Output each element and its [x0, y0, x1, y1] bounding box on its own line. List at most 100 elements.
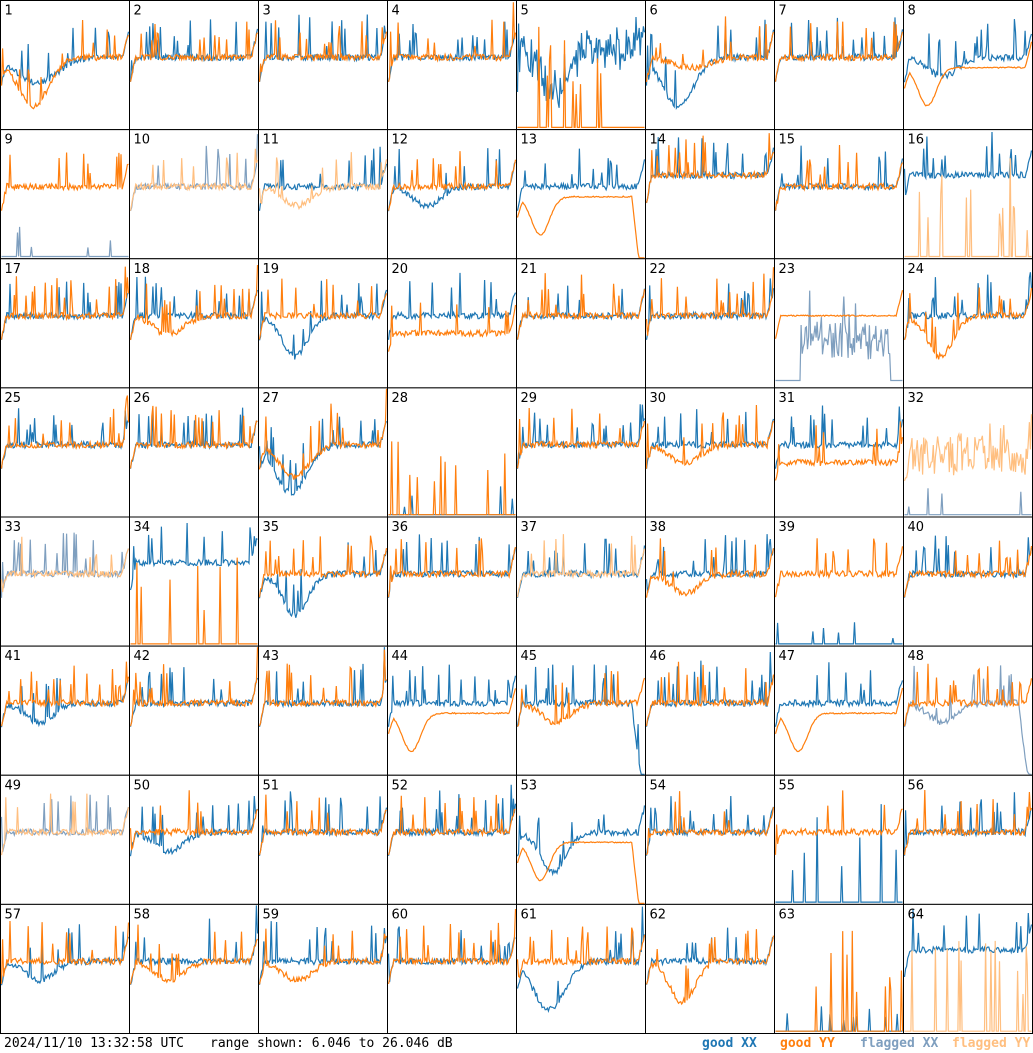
- series-xx-line: [258, 280, 388, 360]
- series-yy-line: [387, 794, 516, 856]
- panel-52: 52: [387, 774, 517, 905]
- panel-55: 55: [774, 774, 904, 905]
- panel-46: 46: [645, 645, 775, 776]
- series-yy-line: [0, 661, 130, 727]
- panel-border: [0, 774, 130, 905]
- panel-border: [903, 258, 1033, 389]
- panel-label: 6: [650, 4, 658, 19]
- panel-5: 5: [516, 0, 646, 131]
- panel-border: [645, 387, 775, 518]
- panel-border: [516, 774, 646, 905]
- panel-label: 43: [263, 649, 280, 664]
- series-yy-line: [775, 930, 904, 1032]
- panel-border: [387, 129, 517, 260]
- panel-1: 1: [0, 0, 130, 131]
- series-yy-line: [516, 273, 646, 340]
- series-xx-line: [775, 622, 903, 645]
- panel-label: 18: [134, 262, 151, 277]
- panel-border: [0, 129, 130, 260]
- panel-label: 34: [134, 520, 151, 535]
- panel-60: 60: [387, 903, 517, 1034]
- panel-label: 21: [521, 262, 538, 277]
- panel-border: [774, 387, 904, 518]
- panel-56: 56: [903, 774, 1033, 905]
- panel-border: [774, 774, 904, 905]
- series-yy-line: [517, 26, 645, 128]
- series-yy-line: [388, 441, 516, 516]
- panel-border: [645, 645, 775, 776]
- series-yy-line: [903, 287, 1033, 360]
- panel-border: [258, 129, 388, 260]
- panel-label: 57: [5, 907, 22, 922]
- series-xx-line: [903, 19, 1033, 83]
- series-yy-line: [258, 649, 387, 727]
- panel-label: 35: [263, 520, 280, 535]
- series-yy-line: [129, 264, 259, 341]
- panel-61: 61: [516, 903, 646, 1034]
- panel-32: 32: [903, 387, 1033, 518]
- panel-label: 17: [5, 262, 22, 277]
- series-xx-line: [1, 226, 129, 258]
- series-yy-line: [129, 647, 259, 727]
- panel-border: [0, 645, 130, 776]
- series-xx-line: [775, 804, 903, 903]
- panel-border: [516, 387, 646, 518]
- series-yy-line: [645, 661, 775, 727]
- panel-border: [645, 129, 775, 260]
- series-yy-line: [0, 536, 130, 593]
- panel-border: [387, 645, 517, 776]
- panel-2: 2: [129, 0, 259, 131]
- panel-label: 50: [134, 778, 151, 793]
- series-xx-line: [387, 784, 517, 856]
- panel-label: 3: [263, 4, 271, 19]
- panel-border: [774, 903, 904, 1034]
- panel-38: 38: [645, 516, 775, 647]
- panel-label: 15: [779, 133, 796, 148]
- series-xx-line: [129, 522, 258, 591]
- panel-label: 42: [134, 649, 151, 664]
- panel-border: [516, 129, 646, 260]
- panel-border: [129, 903, 259, 1034]
- panel-label: 49: [5, 778, 22, 793]
- series-xx-line: [774, 662, 904, 727]
- series-yy-line: [0, 152, 129, 211]
- panel-label: 53: [521, 778, 538, 793]
- panel-border: [258, 645, 388, 776]
- panel-label: 29: [521, 391, 538, 406]
- panel-51: 51: [258, 774, 388, 905]
- panel-37: 37: [516, 516, 646, 647]
- series-xx-line: [129, 795, 258, 857]
- panel-label: 4: [392, 4, 400, 19]
- panel-21: 21: [516, 258, 646, 389]
- series-yy-line: [387, 538, 517, 598]
- panel-border: [774, 258, 904, 389]
- series-yy-line: [903, 414, 1033, 482]
- panel-label: 5: [521, 4, 529, 19]
- panel-label: 8: [908, 4, 916, 19]
- panel-border: [903, 774, 1033, 905]
- series-yy-line: [774, 790, 903, 855]
- panel-label: 16: [908, 133, 925, 148]
- panel-label: 56: [908, 778, 925, 793]
- panel-20: 20: [387, 258, 517, 389]
- series-xx-line: [258, 542, 388, 618]
- panel-border: [0, 387, 130, 518]
- series-yy-line: [387, 151, 517, 211]
- series-xx-line: [387, 148, 516, 212]
- panel-label: 60: [392, 907, 409, 922]
- panel-33: 33: [0, 516, 130, 647]
- panel-label: 61: [521, 907, 538, 922]
- panel-border: [387, 387, 517, 518]
- panel-label: 51: [263, 778, 280, 793]
- series-yy-line: [258, 928, 388, 985]
- panel-label: 7: [779, 4, 787, 19]
- panel-label: 38: [650, 520, 667, 535]
- panel-border: [258, 774, 388, 905]
- series-xx-line: [387, 534, 517, 598]
- panel-border: [129, 129, 259, 260]
- series-xx-line: [129, 276, 259, 340]
- series-yy-line: [129, 405, 258, 469]
- series-yy-line: [258, 794, 387, 856]
- series-xx-line: [0, 27, 130, 86]
- panel-12: 12: [387, 129, 517, 260]
